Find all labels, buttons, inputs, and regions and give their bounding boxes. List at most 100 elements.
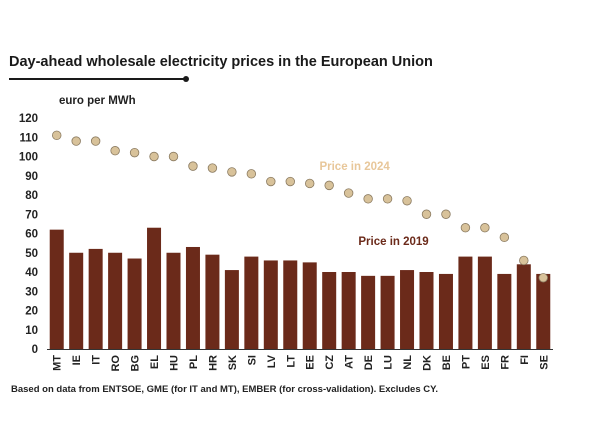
series-label-price-in-2019: Price in 2019 <box>358 236 428 248</box>
x-tick-label-hu: HU <box>169 355 181 371</box>
series-label-price-in-2024: Price in 2024 <box>319 161 390 173</box>
y-tick-label: 80 <box>25 190 38 202</box>
dot-2024-se <box>538 273 548 283</box>
x-tick-label-cz: CZ <box>324 355 336 370</box>
y-tick-label: 40 <box>25 267 38 279</box>
y-tick-label: 50 <box>25 248 38 260</box>
y-tick-label: 30 <box>25 286 38 298</box>
dot-2024-lv <box>266 176 276 187</box>
bar-2019-lt <box>283 260 298 349</box>
bar-2019-si <box>244 256 259 349</box>
bar-2019-hr <box>205 254 220 349</box>
x-tick-label-ee: EE <box>305 355 317 370</box>
bar-2019-hu <box>166 252 181 349</box>
dot-2024-pt <box>460 223 471 233</box>
dot-2024-nl <box>402 196 412 206</box>
x-tick-label-lt: LT <box>285 355 297 368</box>
annotations: Price in 2024 Price in 2019 <box>319 161 428 248</box>
chart-title: Day-ahead wholesale electricity prices i… <box>9 54 433 70</box>
y-tick-label: 90 <box>25 171 38 183</box>
title-underline <box>9 78 185 80</box>
y-tick-label: 20 <box>25 306 38 318</box>
y-tick-label: 60 <box>25 229 38 241</box>
x-tick-label-mt: MT <box>52 355 64 371</box>
bar-2019-fi <box>516 264 531 349</box>
dot-2024-at <box>343 188 354 198</box>
dot-2024-ro <box>110 146 120 156</box>
dot-2024-el <box>149 151 159 162</box>
x-tick-label-ro: RO <box>110 355 122 372</box>
bar-2019-es <box>477 256 492 349</box>
bar-2019-pl <box>185 246 200 349</box>
dot-2024-ie <box>71 136 81 146</box>
x-tick-label-it: IT <box>91 355 103 365</box>
bar-2019-ie <box>69 252 84 349</box>
bar-2019-cz <box>322 272 337 349</box>
y-tick-label: 70 <box>25 209 38 221</box>
x-tick-label-lv: LV <box>266 354 278 368</box>
x-tick-label-pl: PL <box>188 355 200 369</box>
x-tick-label-at: AT <box>344 355 356 369</box>
source-note: Based on data from ENTSOE, GME (for IT a… <box>11 384 439 395</box>
bar-2019-ee <box>302 262 317 350</box>
x-tick-label-dk: DK <box>422 355 434 371</box>
dot-2024-lt <box>285 176 295 187</box>
x-tick-label-fr: FR <box>499 355 511 370</box>
bar-2019-pt <box>458 256 473 349</box>
dot-2024-ee <box>305 178 315 189</box>
dot-2024-mt <box>52 130 62 141</box>
bar-2019-at <box>341 272 356 349</box>
bar-2019-dk <box>419 272 434 349</box>
dot-2024-si <box>246 169 257 179</box>
dot-2024-cz <box>324 180 334 191</box>
bar-2019-be <box>438 273 453 349</box>
bar-2019-de <box>361 275 376 349</box>
dot-2024-hr <box>207 163 218 173</box>
y-tick-label: 10 <box>25 325 38 337</box>
y-tick-label: 100 <box>19 152 38 164</box>
x-tick-label-de: DE <box>363 355 375 370</box>
x-tick-label-nl: NL <box>402 355 414 370</box>
x-tick-label-bg: BG <box>130 355 142 372</box>
dot-2024-bg <box>129 147 140 158</box>
bar-2019-el <box>147 227 162 349</box>
y-tick-label: 120 <box>19 113 38 125</box>
title-underline-dot <box>183 76 189 82</box>
dot-2024-es <box>480 223 490 233</box>
bar-2019-nl <box>400 270 415 349</box>
dot-2024-fr <box>499 232 510 243</box>
bars-2019 <box>49 227 551 350</box>
bar-2019-ro <box>108 252 123 349</box>
x-tick-label-hr: HR <box>207 355 219 371</box>
dot-2024-sk <box>227 167 237 177</box>
x-tick-label-se: SE <box>538 355 550 370</box>
dot-2024-dk <box>421 209 432 219</box>
bar-2019-fr <box>497 273 512 349</box>
bar-2019-bg <box>127 258 142 349</box>
dot-2024-be <box>441 209 451 219</box>
bar-2019-sk <box>224 270 239 349</box>
y-tick-label: 110 <box>19 132 38 144</box>
bar-2019-lv <box>263 260 278 349</box>
x-tick-label-ie: IE <box>71 355 83 365</box>
dot-2024-pl <box>188 161 198 171</box>
x-tick-label-es: ES <box>480 355 492 370</box>
dot-2024-fi <box>519 255 529 266</box>
x-tick-label-be: BE <box>441 355 453 370</box>
dot-2024-lu <box>382 194 393 204</box>
dots-2024 <box>52 130 548 283</box>
x-tick-label-lu: LU <box>383 355 395 370</box>
x-tick-label-si: SI <box>246 355 258 365</box>
bar-2019-mt <box>49 229 64 349</box>
bar-2019-it <box>88 248 103 349</box>
dot-2024-it <box>90 136 101 146</box>
y-axis-unit-label: euro per MWh <box>59 95 136 107</box>
x-tick-label-pt: PT <box>460 355 472 369</box>
bar-2019-se <box>536 273 551 349</box>
x-tick-label-el: EL <box>149 355 161 369</box>
bar-2019-lu <box>380 275 395 349</box>
y-axis: 0 10 20 30 40 50 60 70 80 90 100 110 120 <box>19 113 38 356</box>
x-axis: MT IE IT RO BG EL HU PL HR SK SI LV LT EE CZ AT DE LU NL DK… <box>47 349 553 372</box>
x-tick-label-fi: FI <box>519 355 531 365</box>
